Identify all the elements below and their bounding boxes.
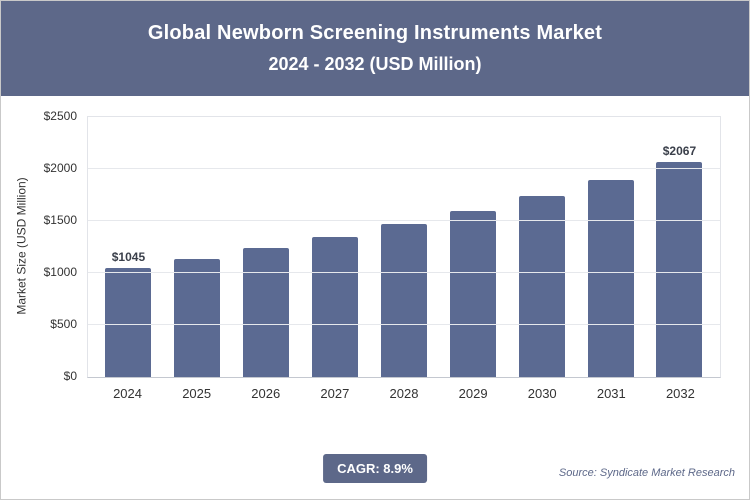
- bar: [105, 268, 152, 377]
- bars: $1045 $2067: [88, 117, 720, 377]
- gridline: [88, 272, 720, 273]
- x-axis-label: 2025: [182, 386, 212, 401]
- y-tick-label: $2500: [43, 109, 77, 123]
- y-axis-title-wrap: Market Size (USD Million): [11, 116, 33, 376]
- gridline: [88, 324, 720, 325]
- bar-column: [243, 117, 290, 377]
- x-labels: 2024 2025 2026 2027 2028 2029 2030 2031 2032: [87, 378, 721, 401]
- bar: [587, 179, 634, 377]
- source-attribution: Source: Syndicate Market Research: [558, 467, 735, 479]
- y-tick-label: $0: [63, 369, 77, 383]
- cagr-badge: CAGR: 8.9%: [323, 454, 427, 483]
- bar: [449, 210, 496, 377]
- gridline: [88, 220, 720, 221]
- y-axis-title: Market Size (USD Million): [15, 177, 30, 315]
- x-axis-label: 2024: [113, 386, 142, 401]
- y-tick-label: $1000: [43, 265, 77, 279]
- y-tick-label: $1500: [43, 213, 77, 227]
- plot-box: $1045 $2067 2024 2025 2026 2027 2028 2029 2030 2…: [87, 116, 721, 401]
- bar-column: [518, 117, 565, 377]
- bar-column: $1045: [105, 117, 152, 377]
- y-axis-ticks: $0 $500 $1000 $1500 $2000 $2500: [33, 109, 81, 383]
- y-tick-label: $2000: [43, 161, 77, 175]
- x-axis-label: 2028: [389, 386, 419, 401]
- x-axis-label: 2029: [458, 386, 488, 401]
- bar: [174, 258, 221, 377]
- x-axis-label: 2030: [527, 386, 557, 401]
- bar: [243, 248, 290, 377]
- chart-subtitle: 2024 - 2032 (USD Million): [268, 54, 482, 74]
- bar-column: [449, 117, 496, 377]
- chart-header: Global Newborn Screening Instruments Mar…: [1, 1, 749, 96]
- bar-column: [587, 117, 634, 377]
- bar: [312, 236, 359, 377]
- x-axis-label: 2027: [320, 386, 350, 401]
- gridline: [88, 168, 720, 169]
- bar: [518, 195, 565, 377]
- bar-value-label: $2067: [662, 144, 697, 159]
- bar-column: [174, 117, 221, 377]
- bar: [656, 162, 703, 377]
- bar-column: [380, 117, 427, 377]
- chart-title: Global Newborn Screening Instruments Mar…: [147, 22, 603, 44]
- plot-area: $1045 $2067: [87, 116, 721, 378]
- x-axis-label: 2026: [251, 386, 281, 401]
- bar-column: $2067: [656, 117, 703, 377]
- x-axis-label: 2032: [665, 386, 695, 401]
- bar-value-label: $1045: [111, 250, 146, 265]
- bar: [380, 224, 427, 377]
- y-tick-label: $500: [50, 317, 77, 331]
- bar-column: [312, 117, 359, 377]
- chart-area: Market Size (USD Million) $0 $500 $1000 $15…: [11, 109, 721, 401]
- x-axis-label: 2031: [596, 386, 626, 401]
